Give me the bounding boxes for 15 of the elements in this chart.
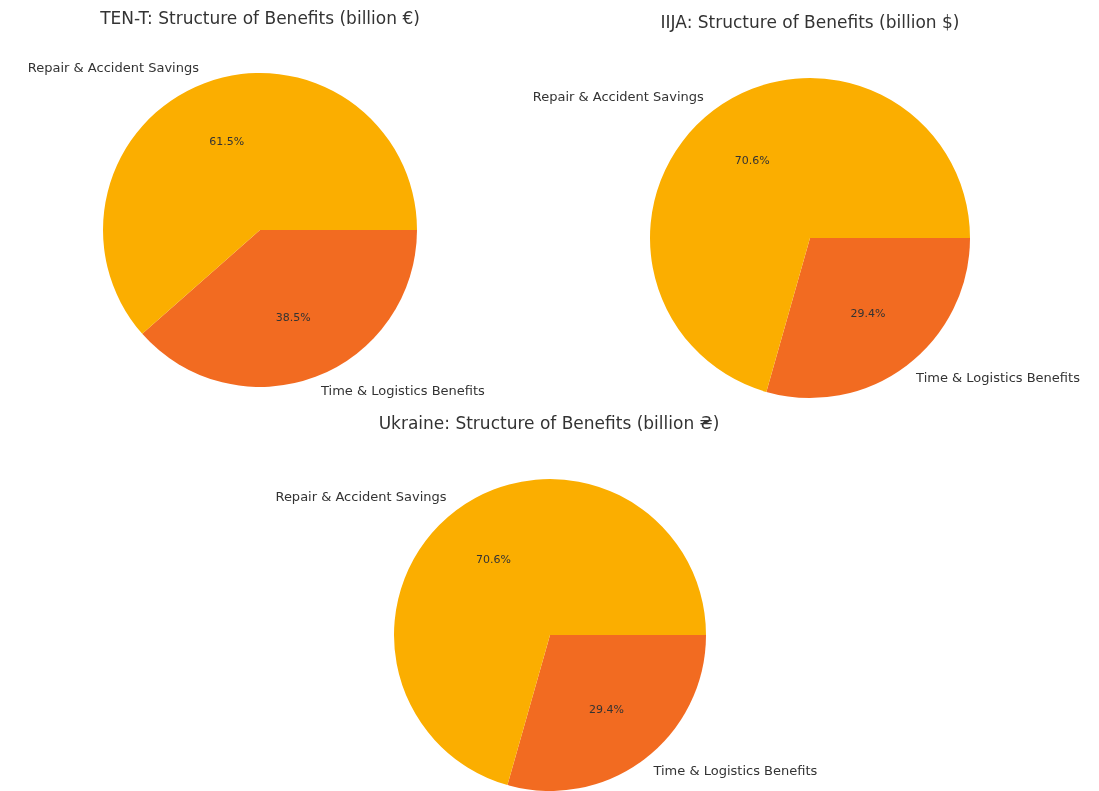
data-label: 38.5% (275, 310, 311, 324)
chart-title: TEN-T: Structure of Benefits (billion €) (99, 8, 421, 28)
data-label: 29.4% (850, 307, 886, 321)
data-label: 29.4% (588, 702, 624, 716)
slice-label: Repair & Accident Savings (27, 59, 200, 75)
chart-title: IIJA: Structure of Benefits (billion $) (659, 12, 961, 32)
data-label: 70.6% (476, 553, 512, 567)
data-label: 70.6% (734, 154, 770, 168)
slice-label: Repair & Accident Savings (275, 489, 447, 505)
data-label: 61.5% (209, 134, 245, 148)
slice-label: Time & Logistics Benefits (915, 369, 1081, 385)
slice-label: Time & Logistics Benefits (320, 382, 486, 398)
chart-title: Ukraine: Structure of Benefits (billion ₴) (377, 413, 721, 433)
slice-label: Repair & Accident Savings (532, 88, 705, 104)
slice-label: Time & Logistics Benefits (652, 763, 818, 779)
